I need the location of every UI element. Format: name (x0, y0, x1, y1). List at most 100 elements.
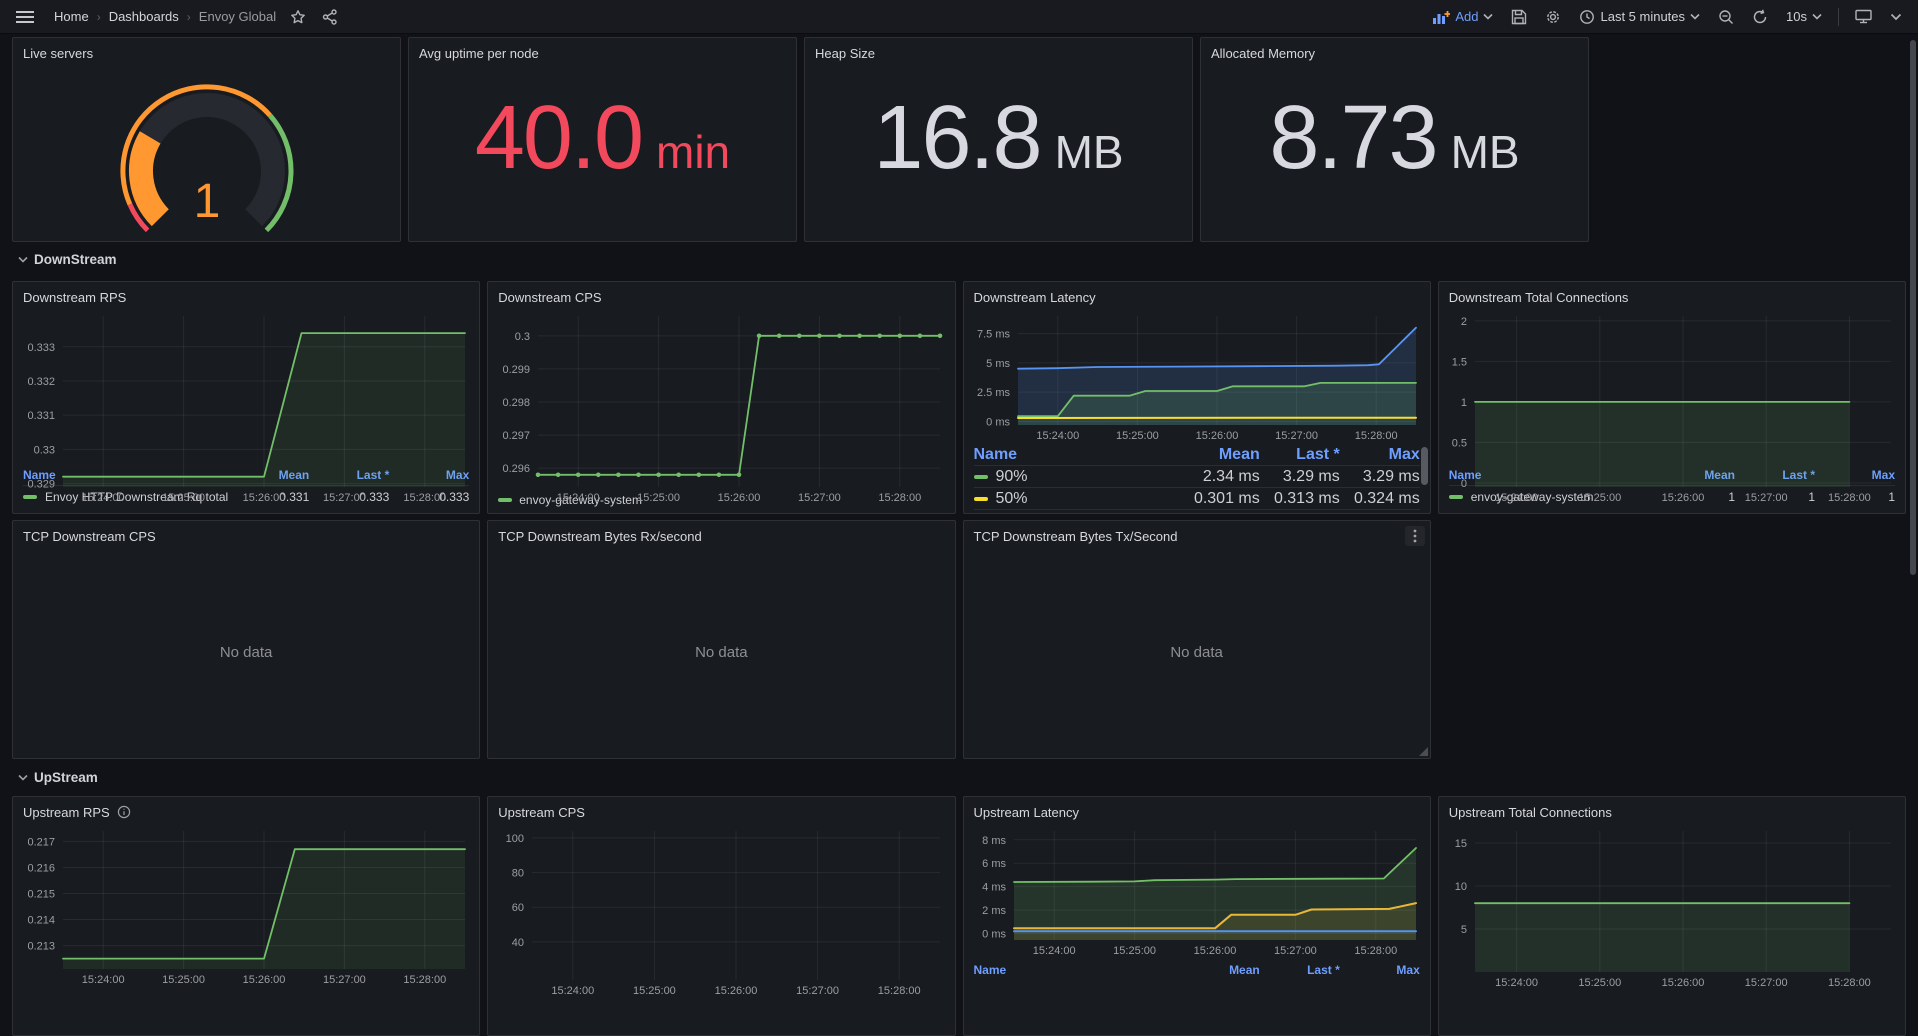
svg-text:15:26:00: 15:26:00 (718, 492, 761, 504)
svg-text:15:24:00: 15:24:00 (1036, 430, 1079, 442)
dashboard-settings-button[interactable] (1543, 7, 1563, 27)
upstream-cps-chart[interactable]: 15:24:0015:25:0015:26:0015:27:0015:28:00… (488, 823, 954, 998)
panel-title[interactable]: Downstream CPS (488, 282, 954, 308)
panel-title[interactable]: Live servers (13, 38, 400, 64)
breadcrumb-home[interactable]: Home (54, 9, 89, 24)
upstream-rps-chart[interactable]: 15:24:0015:25:0015:26:0015:27:0015:28:00… (13, 823, 479, 987)
svg-text:1: 1 (1461, 397, 1467, 409)
panel-title[interactable]: Upstream Latency (964, 797, 1430, 823)
legend-col-max[interactable]: Max (1340, 963, 1420, 977)
svg-text:0.213: 0.213 (27, 941, 55, 953)
svg-text:2.5 ms: 2.5 ms (976, 387, 1010, 399)
page-scrollbar[interactable] (1910, 40, 1916, 575)
stat-display: 40.0 min (409, 64, 796, 241)
svg-text:15:24:00: 15:24:00 (1495, 492, 1538, 504)
share-button[interactable] (320, 7, 340, 27)
refresh-interval-picker[interactable]: 10s (1784, 7, 1824, 26)
panel-title[interactable]: Downstream RPS (13, 282, 479, 308)
series-name[interactable]: 99% (996, 512, 1028, 514)
panel-title[interactable]: TCP Downstream CPS (13, 521, 479, 547)
panel-resize-handle[interactable] (1419, 747, 1428, 756)
zoom-out-time-button[interactable] (1716, 7, 1736, 27)
legend-col-max[interactable]: Max (1340, 446, 1420, 464)
svg-text:15: 15 (1455, 838, 1467, 850)
panel-title[interactable]: Upstream CPS (488, 797, 954, 823)
downstream-latency-chart[interactable]: 15:24:0015:25:0015:26:0015:27:0015:28:00… (964, 308, 1430, 443)
series-name[interactable]: 50% (996, 490, 1028, 508)
no-data-message: No data (13, 547, 479, 758)
legend-col-name[interactable]: Name (974, 963, 1180, 977)
refresh-button[interactable] (1750, 7, 1770, 27)
legend-value: 3.29 ms (1260, 468, 1340, 486)
legend-header: NameMeanLast *Max (974, 445, 1420, 465)
panel-upstream-cps: Upstream CPS 15:24:0015:25:0015:26:0015:… (487, 796, 955, 1036)
svg-text:0.216: 0.216 (27, 862, 55, 874)
downstream-cps-chart[interactable]: 15:24:0015:25:0015:26:0015:27:0015:28:00… (488, 308, 954, 489)
stat-unit: min (656, 129, 730, 175)
panel-title[interactable]: Downstream Latency (964, 282, 1430, 308)
downstream-rps-chart[interactable]: 15:24:0015:25:0015:26:0015:27:0015:28:00… (13, 308, 479, 463)
legend-col-mean[interactable]: Mean (1180, 446, 1260, 464)
refresh-icon (1752, 9, 1768, 25)
panel-tcp-downstream-bytes-tx: TCP Downstream Bytes Tx/Second No data (963, 520, 1431, 759)
stat-value: 16.8 (873, 93, 1040, 183)
legend-col-last[interactable]: Last * (1260, 446, 1340, 464)
empty-grid-slot (1438, 520, 1906, 759)
svg-text:15:24:00: 15:24:00 (82, 974, 125, 986)
legend-col-last[interactable]: Last * (1260, 963, 1340, 977)
legend-value: 4.89 ms (1180, 512, 1260, 514)
legend: NameMeanLast *Max90%2.34 ms3.29 ms3.29 m… (964, 443, 1430, 513)
svg-text:15:27:00: 15:27:00 (323, 974, 366, 986)
panel-menu-button[interactable] (1405, 526, 1425, 546)
top-navbar: Home › Dashboards › Envoy Global Add Las… (0, 0, 1918, 34)
legend-col-name[interactable]: Name (974, 446, 1180, 464)
series-name[interactable]: 90% (996, 468, 1028, 486)
legend-header: NameMeanLast *Max (974, 960, 1420, 980)
series-color-dash (974, 475, 988, 479)
svg-text:100: 100 (506, 833, 524, 845)
panel-title[interactable]: Heap Size (805, 38, 1192, 64)
stat-display: 8.73 MB (1201, 64, 1588, 241)
svg-text:0.217: 0.217 (27, 836, 55, 848)
legend-scrollbar[interactable] (1421, 447, 1428, 485)
panel-upstream-total-connections: Upstream Total Connections 15:24:0015:25… (1438, 796, 1906, 1036)
panel-title[interactable]: Allocated Memory (1201, 38, 1588, 64)
favorite-button[interactable] (288, 7, 308, 27)
svg-text:0.298: 0.298 (503, 397, 531, 409)
upstream-latency-chart[interactable]: 15:24:0015:25:0015:26:0015:27:0015:28:00… (964, 823, 1430, 958)
series-color-dash (974, 497, 988, 501)
svg-text:15:25:00: 15:25:00 (637, 492, 680, 504)
time-range-picker[interactable]: Last 5 minutes (1577, 7, 1702, 27)
section-row-downstream[interactable]: DownStream (18, 252, 117, 267)
panel-title[interactable]: Downstream Total Connections (1439, 282, 1905, 308)
breadcrumb-separator: › (187, 10, 191, 24)
menu-toggle-button[interactable] (14, 8, 36, 26)
stats-row: Live servers 1 Avg uptime per node 40.0 … (12, 37, 1906, 242)
add-button[interactable]: Add (1431, 7, 1495, 26)
svg-text:15:25:00: 15:25:00 (1578, 492, 1621, 504)
legend-col-mean[interactable]: Mean (1180, 963, 1260, 977)
breadcrumb-current-dashboard: Envoy Global (199, 9, 276, 24)
panel-title[interactable]: Upstream Total Connections (1439, 797, 1905, 823)
breadcrumb-dashboards[interactable]: Dashboards (109, 9, 179, 24)
no-data-message: No data (488, 547, 954, 758)
panel-title[interactable]: Avg uptime per node (409, 38, 796, 64)
panel-title[interactable]: TCP Downstream Bytes Tx/Second (964, 521, 1430, 547)
save-dashboard-button[interactable] (1509, 7, 1529, 27)
kiosk-mode-button[interactable] (1853, 7, 1874, 26)
time-range-label: Last 5 minutes (1600, 9, 1685, 24)
info-icon[interactable] (117, 805, 131, 819)
panel-title[interactable]: TCP Downstream Bytes Rx/second (488, 521, 954, 547)
toolbar-collapse-button[interactable] (1888, 11, 1904, 23)
clock-icon (1579, 9, 1595, 25)
svg-text:15:27:00: 15:27:00 (796, 985, 839, 997)
section-row-upstream[interactable]: UpStream (18, 770, 98, 785)
svg-text:15:25:00: 15:25:00 (162, 974, 205, 986)
svg-text:15:28:00: 15:28:00 (878, 985, 921, 997)
share-icon (322, 9, 338, 25)
downstream-total-connections-chart[interactable]: 15:24:0015:25:0015:26:0015:27:0015:28:00… (1439, 308, 1905, 463)
panel-title[interactable]: Upstream RPS (13, 797, 479, 823)
svg-text:15:28:00: 15:28:00 (879, 492, 922, 504)
panel-upstream-latency: Upstream Latency 15:24:0015:25:0015:26:0… (963, 796, 1431, 1036)
svg-text:15:28:00: 15:28:00 (1828, 492, 1871, 504)
